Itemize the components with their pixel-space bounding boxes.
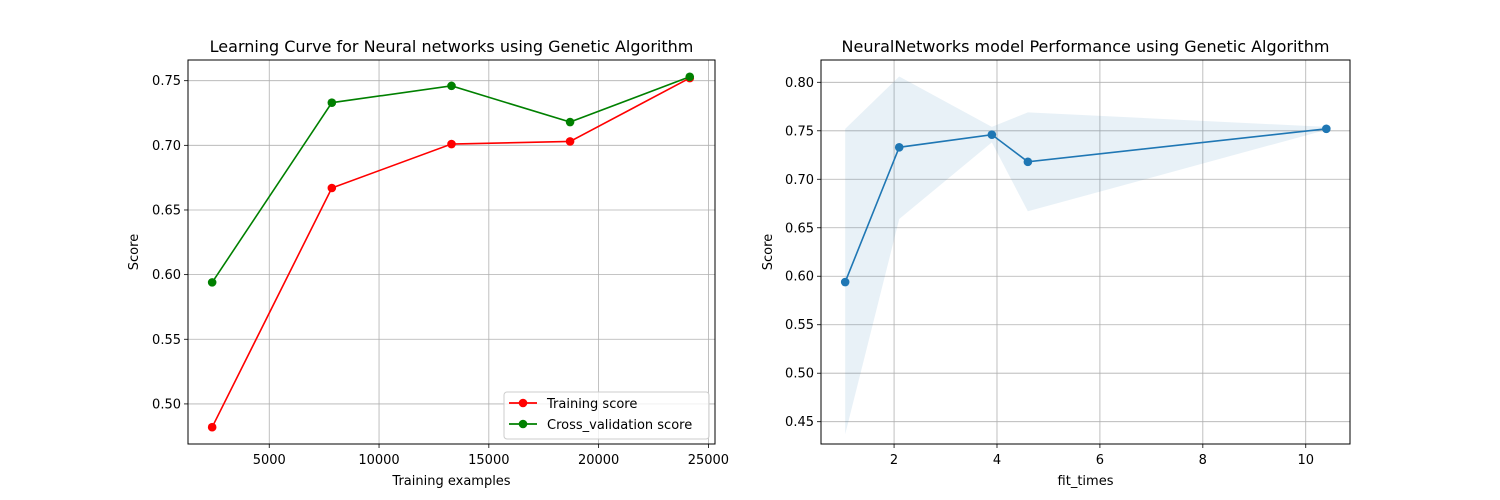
- y-axis-label: Score: [761, 234, 776, 270]
- y-tick-label: 0.75: [785, 124, 814, 139]
- legend: Training score Cross_validation score: [503, 391, 710, 440]
- data-point: [1322, 124, 1331, 134]
- x-axis-label: fit_times: [1058, 474, 1114, 489]
- learning-curve-chart: 5000 10000 15000 20000 25000 0.50 0.55 0.60 0.65…: [127, 37, 729, 489]
- y-tick-label: 0.50: [785, 367, 814, 382]
- y-tick-label: 0.65: [785, 221, 814, 236]
- performance-chart: 2 4 6 8 10 0.45 0.50 0.55 0.60 0.65 0.70 0.75 0.80 N…: [761, 37, 1351, 489]
- legend-label-training: Training score: [546, 397, 637, 412]
- data-point: [447, 81, 456, 91]
- x-tick-label: 25000: [688, 453, 729, 468]
- chart-title: NeuralNetworks model Performance using G…: [842, 37, 1330, 56]
- y-axis-label: Score: [127, 234, 142, 270]
- y-tick-label: 0.75: [152, 74, 181, 89]
- data-point: [207, 278, 217, 287]
- x-tick-label: 6: [1096, 453, 1104, 468]
- data-point: [685, 72, 695, 82]
- x-axis-label: Training examples: [391, 474, 510, 489]
- x-tick-label: 15000: [468, 453, 509, 468]
- data-point: [327, 183, 337, 193]
- series-layer: [207, 72, 695, 432]
- tick-layer: 2 4 6 8 10 0.45 0.50 0.55 0.60 0.65 0.70 0.75 0.80: [785, 76, 1314, 468]
- tick-layer: 5000 10000 15000 20000 25000 0.50 0.55 0.60 0.65…: [152, 74, 729, 468]
- plot-frame: [820, 59, 1351, 445]
- legend-marker-training: [518, 398, 528, 408]
- x-tick-label: 8: [1199, 453, 1207, 468]
- x-tick-label: 20000: [578, 453, 619, 468]
- y-tick-label: 0.60: [785, 270, 814, 285]
- data-point: [565, 137, 575, 146]
- x-tick-label: 10000: [358, 453, 399, 468]
- data-point: [1023, 157, 1033, 167]
- x-tick-label: 4: [993, 453, 1001, 468]
- y-tick-label: 0.65: [152, 203, 181, 218]
- score-band: [845, 76, 1327, 435]
- x-tick-label: 5000: [253, 453, 286, 468]
- plot-frame: [187, 59, 716, 445]
- x-tick-label: 10: [1297, 453, 1314, 468]
- series-layer: [840, 124, 1331, 287]
- data-point: [207, 422, 217, 432]
- chart-title: Learning Curve for Neural networks using…: [210, 37, 694, 56]
- y-tick-label: 0.45: [785, 415, 814, 430]
- y-tick-label: 0.80: [785, 76, 814, 91]
- gridlines: [188, 60, 715, 444]
- y-tick-label: 0.70: [152, 139, 181, 154]
- legend-box: [503, 391, 710, 440]
- data-point: [327, 98, 337, 107]
- x-tick-label: 2: [890, 453, 898, 468]
- legend-label-cross-validation: Cross_validation score: [547, 418, 692, 433]
- y-tick-label: 0.50: [152, 397, 181, 412]
- data-point: [894, 142, 904, 152]
- legend-marker-cross-validation: [518, 419, 528, 429]
- std-band: [845, 76, 1327, 435]
- y-tick-label: 0.55: [152, 333, 181, 348]
- y-tick-label: 0.55: [785, 318, 814, 333]
- data-point: [565, 117, 575, 127]
- gridlines: [821, 60, 1350, 444]
- data-point: [987, 130, 997, 139]
- y-tick-label: 0.60: [152, 268, 181, 283]
- y-tick-label: 0.70: [785, 173, 814, 188]
- data-point: [447, 139, 456, 149]
- data-point: [840, 277, 850, 287]
